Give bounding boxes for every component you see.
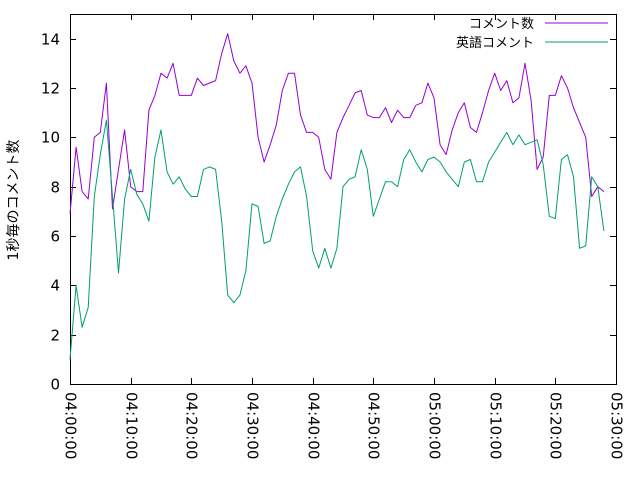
x-tick-label: 05:30:00 bbox=[608, 392, 626, 459]
y-tick-label: 0 bbox=[50, 376, 60, 394]
legend-label-0: コメント数 bbox=[469, 17, 534, 32]
x-tick-label: 05:00:00 bbox=[426, 392, 444, 459]
y-tick-label: 12 bbox=[41, 80, 60, 98]
series-lines bbox=[69, 33, 605, 360]
y-tick-label: 4 bbox=[50, 277, 60, 295]
x-tick-label: 04:50:00 bbox=[365, 392, 383, 459]
plot-frame bbox=[70, 14, 617, 385]
x-tick-labels: 04:00:00 04:10:00 04:20:00 04:30:00 04:40:00… bbox=[62, 392, 626, 459]
y-tick-label: 6 bbox=[50, 228, 60, 246]
x-tick-label: 05:20:00 bbox=[547, 392, 565, 459]
legend-label-1: 英語コメント bbox=[456, 35, 534, 51]
x-tick-label: 04:20:00 bbox=[183, 392, 201, 459]
y-tick-label: 14 bbox=[41, 31, 60, 49]
y-tick-labels: 0 2 4 6 8 10 12 14 bbox=[41, 31, 60, 394]
x-tick-label: 04:10:00 bbox=[123, 392, 141, 459]
x-tick-label: 05:10:00 bbox=[487, 392, 505, 459]
y-tick-label: 10 bbox=[41, 129, 60, 147]
x-tick-label: 04:00:00 bbox=[62, 392, 80, 459]
axis-ticks bbox=[70, 14, 617, 385]
series-line-1 bbox=[69, 119, 605, 360]
x-tick-label: 04:40:00 bbox=[305, 392, 323, 459]
y-tick-label: 8 bbox=[50, 179, 60, 197]
series-line-0 bbox=[69, 33, 605, 214]
y-tick-label: 2 bbox=[50, 327, 60, 345]
y-axis-label: 1秒毎のコメント数 bbox=[6, 140, 22, 261]
x-tick-label: 04:30:00 bbox=[244, 392, 262, 459]
legend: コメント数 英語コメント bbox=[456, 17, 608, 51]
